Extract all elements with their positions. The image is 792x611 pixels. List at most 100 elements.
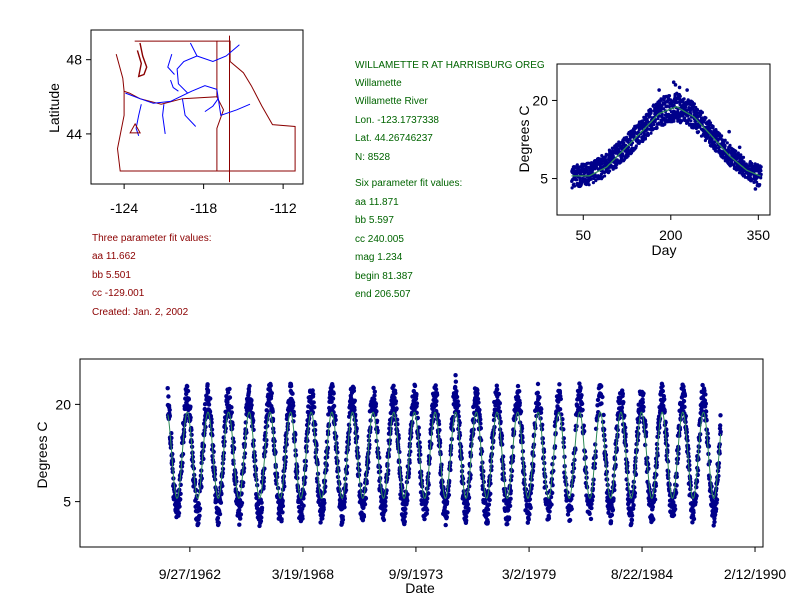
ts-point [403,506,408,512]
ts-point [487,497,492,503]
ts-point [718,413,723,418]
ts-point [225,400,230,405]
ts-point [714,497,720,502]
ts-point [507,503,513,509]
ts-point [372,393,377,398]
ts-point [455,399,460,404]
day-point [759,176,763,180]
ts-point [520,439,525,445]
ts-point [707,474,712,480]
ts-point [372,397,377,402]
ts-point [681,398,687,404]
ts-point [258,518,264,524]
ts-point [403,511,408,516]
ts-point [505,521,510,527]
ts-point [179,469,184,474]
ts-point [320,516,325,521]
ts-point [716,465,721,470]
ts-point [374,418,380,423]
ts-point [552,455,557,460]
ts-point [485,519,490,525]
ts-point [546,516,552,521]
day-point [657,122,661,126]
ts-point [229,410,234,415]
day-point [708,121,713,125]
ts-point [165,386,170,391]
map-y-tick-label: 44 [66,126,82,142]
day-point [649,109,653,113]
ts-point [589,505,594,511]
ts-point [288,383,294,389]
ts-point [264,442,269,447]
ts-point [377,464,383,470]
ts-point [424,499,429,505]
ts-point [342,505,347,510]
ts-point [509,468,515,474]
ts-point [579,401,585,406]
ts-point [465,502,470,507]
ts-point [314,443,319,448]
ts-point [526,517,531,522]
ts-point [324,439,330,444]
ts-point [654,472,659,477]
ts-point [479,449,485,454]
ts-point [447,478,452,484]
timeseries-x-label: Date [405,580,435,596]
station-info: WILLAMETTE R AT HARRISBURG OREG Willamet… [355,60,545,300]
ts-point [660,383,665,389]
ts-point [291,419,296,424]
ts-point [600,394,605,400]
day-point [652,122,656,127]
ts-point [210,433,215,438]
day-point [624,135,629,139]
ts-point [185,388,191,394]
ts-point [205,382,210,387]
ts-point [414,391,419,397]
ts-point [180,451,186,457]
ts-point [402,519,407,524]
station-line1: Willamette [355,78,402,89]
river-9 [204,98,219,113]
river-8 [170,79,179,92]
day-point [636,130,640,134]
ts-point [344,464,350,469]
ts-y-tick-label: 20 [55,396,71,412]
ts-point [196,501,201,507]
ts-point [643,434,649,439]
station-lon: Lon. -123.1737338 [355,115,439,126]
ts-point [691,510,696,515]
ts-point [672,506,678,512]
day-point [687,117,691,121]
ts-y-tick-label: 5 [63,494,71,510]
ts-point [608,519,614,524]
day-point [750,161,754,165]
day-point [663,122,667,126]
day-point [610,146,615,150]
ts-point [540,436,545,441]
ts-point [703,401,708,406]
day-point [572,184,577,188]
ts-point [573,427,578,433]
ts-point [466,506,471,511]
ts-point [229,405,234,410]
ts-point [424,511,429,516]
ts-point [310,388,315,393]
ts-point [251,418,256,423]
ts-point [580,407,585,413]
ts-point [405,492,410,497]
station-marker [129,122,141,134]
ts-point [609,512,615,518]
ts-point [456,409,461,414]
ts-point [390,405,396,410]
day-point [742,160,746,164]
ts-point [201,456,206,462]
ts-point [324,462,329,468]
ts-point [715,477,720,482]
day-point [708,136,712,140]
ts-point [283,459,288,464]
ts-point [537,395,542,400]
ts-point [571,466,577,471]
ts-point [180,460,185,466]
ts-point [578,385,583,391]
day-outlier-point [657,88,661,92]
